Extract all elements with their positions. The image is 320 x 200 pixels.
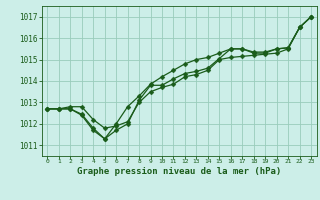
X-axis label: Graphe pression niveau de la mer (hPa): Graphe pression niveau de la mer (hPa) [77,167,281,176]
